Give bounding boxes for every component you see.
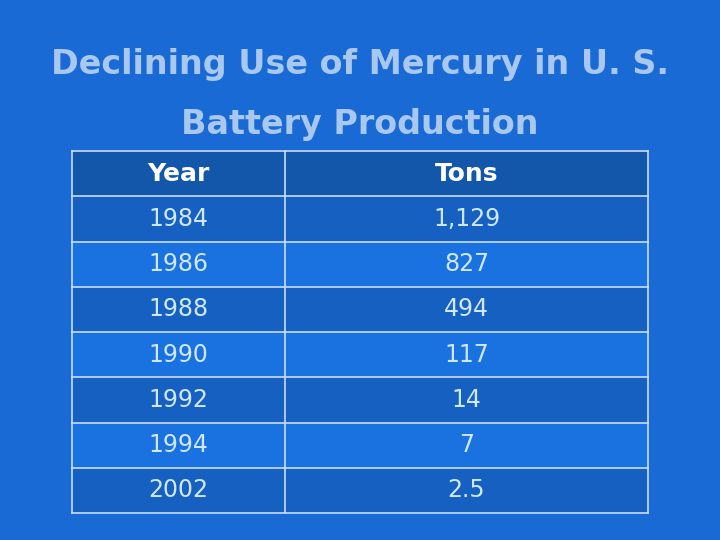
Text: 2.5: 2.5 — [448, 478, 485, 502]
Bar — [285, 377, 648, 422]
Bar — [72, 151, 285, 197]
Bar — [72, 422, 285, 468]
Text: 1988: 1988 — [148, 298, 209, 321]
Bar — [72, 468, 285, 513]
Bar — [72, 377, 285, 422]
Bar — [285, 197, 648, 241]
Text: 117: 117 — [444, 343, 489, 367]
Text: 7: 7 — [459, 433, 474, 457]
Text: 1994: 1994 — [148, 433, 209, 457]
Text: 1990: 1990 — [148, 343, 209, 367]
Text: Tons: Tons — [435, 162, 498, 186]
Text: 1984: 1984 — [148, 207, 209, 231]
Text: 2002: 2002 — [148, 478, 209, 502]
Bar — [285, 468, 648, 513]
Text: 1,129: 1,129 — [433, 207, 500, 231]
Bar — [72, 241, 285, 287]
Bar — [285, 422, 648, 468]
Bar — [285, 287, 648, 332]
Bar — [72, 287, 285, 332]
Text: 827: 827 — [444, 252, 489, 276]
Bar — [285, 151, 648, 197]
Text: Declining Use of Mercury in U. S.: Declining Use of Mercury in U. S. — [51, 48, 669, 82]
Bar — [72, 332, 285, 377]
Text: 1992: 1992 — [148, 388, 209, 412]
Text: 14: 14 — [451, 388, 482, 412]
Text: 494: 494 — [444, 298, 489, 321]
Text: Battery Production: Battery Production — [181, 107, 539, 141]
Text: 1986: 1986 — [148, 252, 209, 276]
Bar — [285, 332, 648, 377]
Bar — [72, 197, 285, 241]
Text: Year: Year — [148, 162, 210, 186]
Bar — [285, 241, 648, 287]
